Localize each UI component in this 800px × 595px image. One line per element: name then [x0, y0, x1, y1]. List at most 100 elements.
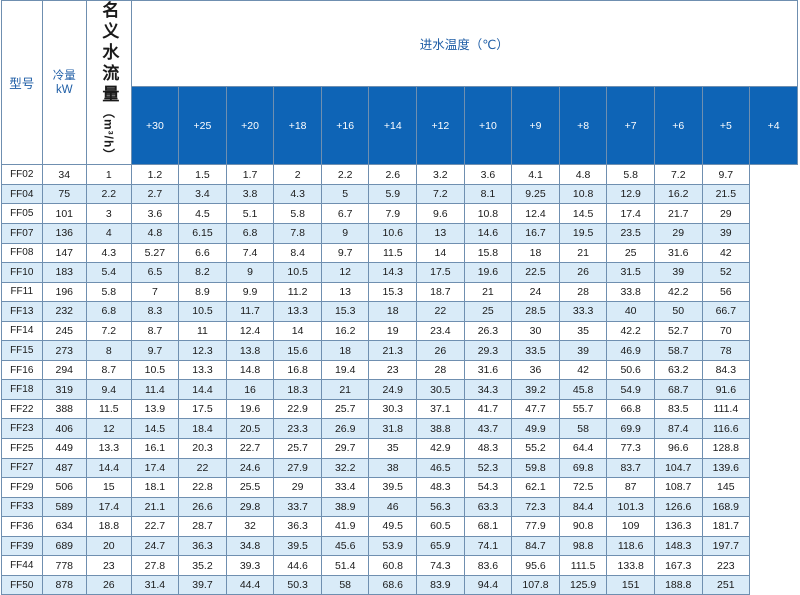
flow-value-cell: 4.8: [130, 222, 180, 244]
flow-value-cell: 5.4: [86, 262, 132, 283]
table-row: FF22 388 11.5 13.9 17.5 19.6 22.9 25.7 30.3 37.1 4…: [1, 398, 798, 420]
flow-value-cell: 2.6: [368, 164, 418, 185]
temperature-header-cell: +20: [225, 86, 275, 166]
flow-value-cell: 3.4: [178, 183, 227, 205]
flow-value-cell: 14.4: [178, 379, 227, 400]
flow-value-cell: 49.5: [368, 516, 418, 537]
flow-value-cell: 28: [416, 359, 465, 381]
flow-value-cell: 4.3: [273, 183, 322, 205]
flow-value-cell: 42.2: [606, 320, 655, 342]
flow-value-cell: 12: [86, 418, 132, 439]
flow-value-cell: 39: [558, 340, 608, 361]
flow-value-cell: 98.8: [558, 535, 608, 557]
flow-value-cell: 64.4: [558, 438, 608, 459]
flow-value-cell: 16.1: [130, 438, 180, 459]
flow-value-cell: 40: [606, 301, 655, 322]
temperature-header-cell: +30: [130, 86, 180, 166]
flow-value-cell: 53.9: [368, 535, 418, 557]
flow-value-cell: 59.8: [511, 457, 560, 479]
flow-value-cell: 15.8: [463, 242, 513, 264]
flow-value-cell: 23.5: [606, 222, 655, 244]
flow-value-cell: 45.8: [558, 379, 608, 400]
flow-value-cell: 39.5: [368, 477, 418, 498]
temperature-header-cell: +12: [416, 86, 465, 166]
flow-value-cell: 108.7: [653, 477, 703, 498]
flow-value-cell: 54.9: [606, 379, 655, 400]
capacity-cell: 34: [41, 164, 88, 185]
flow-value-cell: 14.5: [130, 418, 180, 439]
flow-value-cell: 6.5: [130, 262, 180, 283]
flow-value-cell: 77.9: [511, 516, 560, 537]
flow-value-cell: 15.3: [368, 281, 418, 303]
flow-value-cell: 9: [320, 222, 370, 244]
flow-value-cell: 84.7: [511, 535, 560, 557]
capacity-cell: 294: [41, 359, 88, 381]
flow-value-cell: 72.5: [558, 477, 608, 498]
flow-value-cell: 11.7: [225, 301, 275, 322]
flow-value-cell: 56: [701, 281, 751, 303]
flow-value-cell: 128.8: [701, 438, 751, 459]
flow-value-cell: 22.5: [511, 262, 560, 283]
side-label-text: 名义水流量: [98, 1, 119, 106]
flow-value-cell: 18.7: [416, 281, 465, 303]
flow-value-cell: 1.2: [130, 164, 180, 185]
flow-value-cell: 48.3: [416, 477, 465, 498]
flow-value-cell: 10.8: [463, 203, 513, 224]
flow-value-cell: 43.7: [463, 418, 513, 439]
flow-value-cell: 2.7: [130, 183, 180, 205]
capacity-cell: 589: [41, 496, 88, 518]
model-cell: FF02: [1, 164, 43, 185]
flow-value-cell: 111.5: [558, 555, 608, 576]
flow-value-cell: 14.4: [86, 457, 132, 479]
table-row: FF39 689 20 24.7 36.3 34.8 39.5 45.6 53.9 65.9 74.…: [1, 535, 798, 557]
flow-value-cell: 31.6: [653, 242, 703, 264]
flow-value-cell: 68.6: [368, 574, 418, 595]
flow-value-cell: 21: [463, 281, 513, 303]
flow-value-cell: 4.5: [178, 203, 227, 224]
flow-value-cell: 19.5: [558, 222, 608, 244]
flow-value-cell: 107.8: [511, 574, 560, 595]
flow-value-cell: 66.7: [701, 301, 751, 322]
flow-value-cell: 25: [606, 242, 655, 264]
flow-value-cell: 13: [320, 281, 370, 303]
flow-value-cell: 109: [606, 516, 655, 537]
table-row: FF23 406 12 14.5 18.4 20.5 23.3 26.9 31.8 38.8 43.…: [1, 418, 798, 439]
flow-value-cell: 46.9: [606, 340, 655, 361]
table-row: FF36 634 18.8 22.7 28.7 32 36.3 41.9 49.5 60.5 68.…: [1, 516, 798, 537]
flow-value-cell: 17.5: [416, 262, 465, 283]
flow-value-cell: 10.5: [130, 359, 180, 381]
flow-value-cell: 44.4: [225, 574, 275, 595]
capacity-cell: 689: [41, 535, 88, 557]
table-row: FF08 147 4.3 5.27 6.6 7.4 8.4 9.7 11.5 14 15.8 18 21…: [1, 242, 798, 264]
flow-value-cell: 22.7: [225, 438, 275, 459]
flow-value-cell: 12.4: [225, 320, 275, 342]
flow-value-cell: 11.2: [273, 281, 322, 303]
flow-value-cell: 11: [178, 320, 227, 342]
model-cell: FF25: [1, 438, 43, 459]
flow-value-cell: 13: [416, 222, 465, 244]
flow-value-cell: 29.3: [463, 340, 513, 361]
flow-value-cell: 68.1: [463, 516, 513, 537]
flow-value-cell: 15: [86, 477, 132, 498]
flow-value-cell: 83.9: [416, 574, 465, 595]
flow-value-cell: 13.3: [86, 438, 132, 459]
flow-value-cell: 94.4: [463, 574, 513, 595]
flow-value-cell: 8.4: [273, 242, 322, 264]
flow-value-cell: 39.5: [273, 535, 322, 557]
flow-value-cell: 69.8: [558, 457, 608, 479]
flow-value-cell: 83.6: [463, 555, 513, 576]
flow-value-cell: 14.8: [225, 359, 275, 381]
flow-value-cell: 8.3: [130, 301, 180, 322]
flow-value-cell: 65.9: [416, 535, 465, 557]
flow-value-cell: 18.8: [86, 516, 132, 537]
table-row: FF29 506 15 18.1 22.8 25.5 29 33.4 39.5 48.3 54.3 6…: [1, 477, 798, 498]
flow-value-cell: 18.4: [178, 418, 227, 439]
flow-value-cell: 50.3: [273, 574, 322, 595]
flow-value-cell: 2.2: [320, 164, 370, 185]
flow-value-cell: 29: [653, 222, 703, 244]
capacity-cell: 245: [41, 320, 88, 342]
flow-value-cell: 39: [701, 222, 751, 244]
flow-value-cell: 39.3: [225, 555, 275, 576]
model-cell: FF39: [1, 535, 43, 557]
flow-value-cell: 15.6: [273, 340, 322, 361]
